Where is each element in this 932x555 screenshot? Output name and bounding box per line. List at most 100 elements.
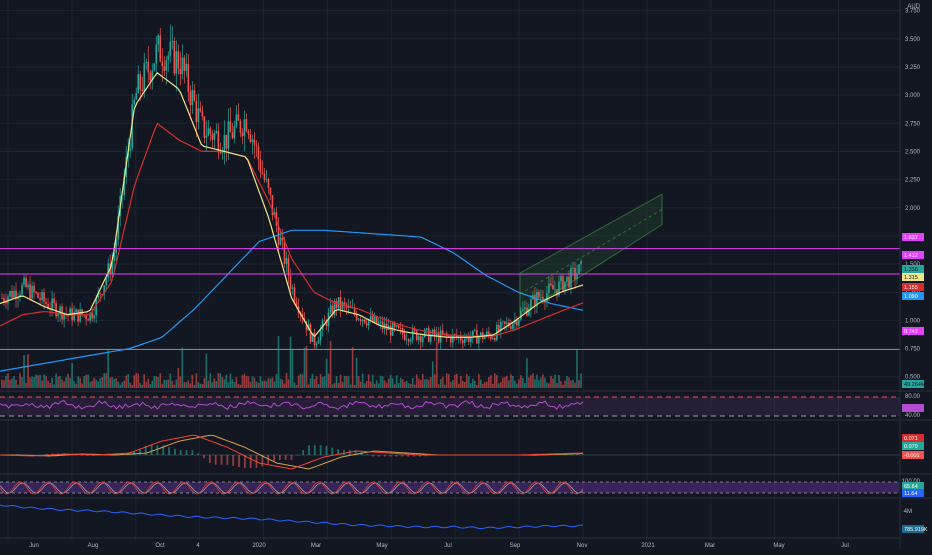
- stochastic-pane[interactable]: [0, 481, 900, 495]
- volume-bar: [15, 379, 17, 388]
- candle-body: [415, 330, 418, 341]
- rsi-pane[interactable]: [0, 396, 900, 417]
- macd-histogram-bar: [168, 447, 170, 455]
- volume-bar: [245, 375, 248, 388]
- volume-bar: [303, 347, 306, 388]
- volume-bar: [119, 384, 122, 388]
- volume-bar: [335, 376, 338, 388]
- volume-bar: [548, 383, 550, 388]
- candle-body: [231, 132, 234, 139]
- volume-bar: [175, 379, 178, 388]
- macd-pane[interactable]: [0, 434, 900, 470]
- candle-body: [311, 332, 314, 342]
- volume-bar: [91, 380, 93, 388]
- volume-bar: [279, 378, 282, 388]
- candle-body: [506, 322, 508, 324]
- candle-body: [405, 339, 408, 341]
- volume-bar: [357, 375, 360, 388]
- macd-histogram-bar: [214, 455, 217, 465]
- volume-bar: [93, 377, 95, 388]
- candle-body: [95, 297, 97, 316]
- macd-histogram-bar: [395, 455, 398, 457]
- volume-bar: [459, 375, 462, 388]
- volume-bar: [161, 383, 164, 388]
- obv-tick-label: 4M: [904, 509, 912, 515]
- candle-body: [447, 336, 450, 337]
- macd-histogram-bar: [407, 455, 409, 457]
- volume-bar: [139, 382, 142, 388]
- rsi-tick-label: 40.00: [905, 413, 921, 419]
- candle-body: [55, 303, 57, 317]
- macd-histogram-bar: [144, 445, 147, 455]
- volume-bar: [81, 383, 83, 388]
- volume-bar: [19, 373, 21, 388]
- candle-body: [528, 309, 530, 316]
- volume-bar: [287, 379, 290, 388]
- volume-bar: [283, 383, 286, 388]
- volume-bar: [307, 384, 310, 388]
- candle-body: [558, 281, 560, 296]
- volume-bar: [385, 382, 388, 388]
- volume-bar: [151, 380, 154, 388]
- candle-body: [181, 57, 184, 75]
- candle-body: [556, 289, 558, 296]
- candle-body: [480, 332, 482, 337]
- volume-bar: [490, 375, 492, 388]
- candle-body: [451, 334, 454, 343]
- candle-body: [147, 61, 150, 73]
- volume-bar: [169, 373, 172, 388]
- volume-bar: [263, 380, 266, 388]
- obv-pane[interactable]: [0, 504, 583, 530]
- candle-body: [107, 263, 109, 278]
- candle-body: [205, 135, 208, 138]
- candle-body: [13, 290, 15, 298]
- volume-bar: [257, 382, 260, 388]
- volume-bar: [381, 376, 384, 388]
- parallel-channel[interactable]: [519, 193, 663, 316]
- price-tick-label: 2.250: [905, 178, 921, 184]
- candle-body: [53, 298, 55, 304]
- price-pane[interactable]: [0, 24, 900, 372]
- macd-histogram-bar: [179, 450, 182, 455]
- candle-body: [443, 333, 446, 335]
- volume-bar: [297, 375, 300, 388]
- volume-bar: [217, 373, 220, 388]
- volume-bar: [117, 381, 120, 388]
- candle-body: [534, 294, 536, 307]
- volume-bar: [441, 376, 444, 388]
- volume-bar: [439, 379, 442, 388]
- candle-body: [510, 326, 512, 329]
- volume-bar: [37, 375, 39, 388]
- volume-bar: [375, 380, 378, 388]
- candle-body: [417, 336, 420, 341]
- candle-body: [279, 237, 282, 245]
- volume-bar: [399, 377, 402, 388]
- volume-bar: [31, 376, 33, 388]
- candle-body: [287, 258, 290, 277]
- volume-bar: [466, 374, 468, 388]
- volume-bar: [421, 374, 424, 388]
- volume-bar: [11, 378, 13, 388]
- volume-bar: [209, 373, 212, 388]
- macd-histogram-bar: [80, 455, 83, 456]
- volume-bar: [5, 375, 7, 388]
- volume-bar: [431, 361, 434, 388]
- candle-body: [213, 132, 216, 140]
- candle-body: [562, 276, 564, 292]
- volume-bar: [437, 384, 440, 388]
- candle-body: [219, 152, 222, 154]
- volume-bar: [9, 379, 11, 388]
- price-badge-bg: [902, 233, 924, 241]
- candle-body: [359, 319, 362, 322]
- volume-bar: [395, 375, 398, 388]
- volume-bar: [259, 376, 262, 388]
- volume-bar: [95, 379, 97, 388]
- stoch-badge: 11.64: [904, 491, 917, 497]
- candle-body: [293, 287, 296, 302]
- candle-body: [255, 145, 258, 147]
- candle-body: [283, 240, 286, 264]
- volume-bar: [137, 373, 140, 388]
- macd-histogram-bar: [74, 454, 77, 456]
